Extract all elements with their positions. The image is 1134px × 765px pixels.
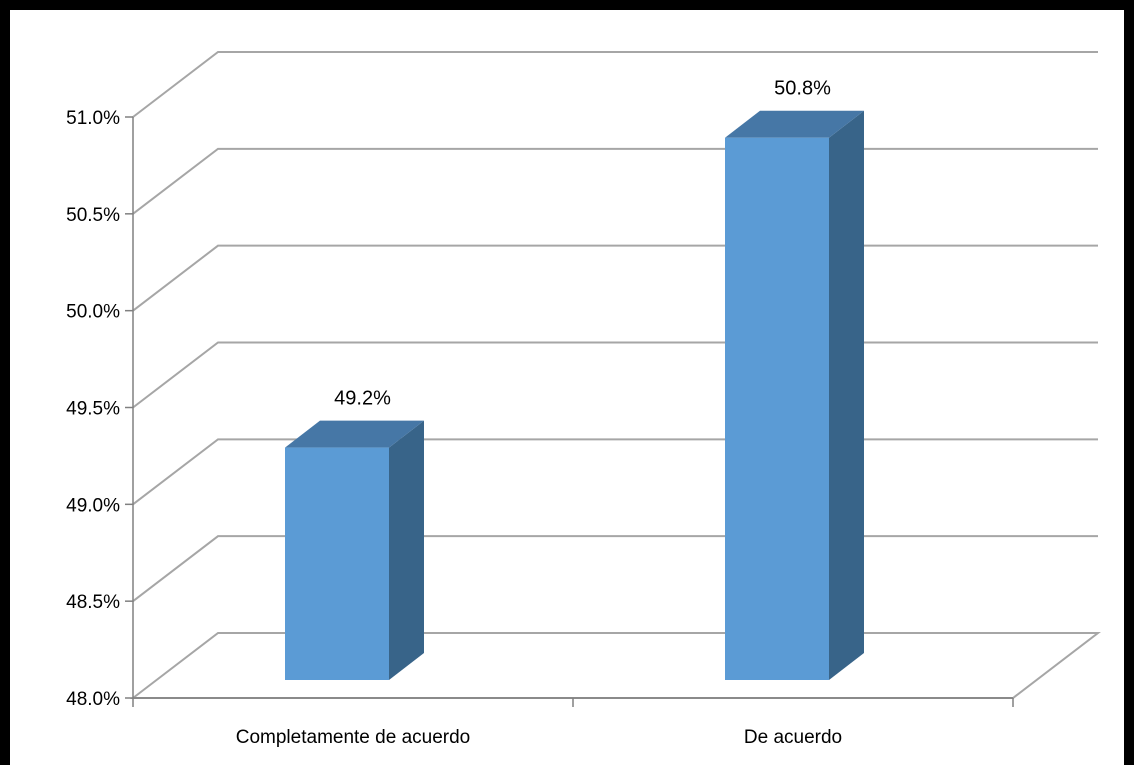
bar-front xyxy=(725,137,829,680)
y-tick-label: 49.5% xyxy=(66,399,120,420)
y-tick-label: 48.5% xyxy=(66,592,120,613)
gridline xyxy=(132,147,1098,215)
y-tick-label: 51.0% xyxy=(66,108,120,129)
data-label: 49.2% xyxy=(334,388,391,410)
gridline xyxy=(132,51,1098,118)
gridline xyxy=(132,244,1098,312)
bar-side xyxy=(829,110,864,680)
bar-front xyxy=(285,447,389,680)
gridlines xyxy=(130,51,1101,699)
y-tick-label: 50.5% xyxy=(66,205,120,226)
bar xyxy=(725,110,864,680)
y-tick-label: 50.0% xyxy=(66,302,120,323)
y-tick-label: 48.0% xyxy=(66,689,120,710)
bars xyxy=(285,110,864,680)
y-tick-label: 49.0% xyxy=(66,495,120,516)
chart-floor xyxy=(130,632,1101,699)
bar xyxy=(285,420,424,680)
bar-top xyxy=(725,110,864,138)
data-label: 50.8% xyxy=(774,78,831,100)
axes xyxy=(125,116,1014,707)
bar-top xyxy=(285,420,424,448)
bar-side xyxy=(389,420,424,680)
labels: 48.0% 48.5% 49.0% 49.5% 50.0% 50.5% 51.0% 49.2%… xyxy=(66,78,842,748)
gridline xyxy=(132,341,1098,409)
x-tick-label: Completamente de acuerdo xyxy=(236,727,470,748)
gridline xyxy=(132,535,1098,602)
x-tick-label: De acuerdo xyxy=(744,727,842,748)
gridline xyxy=(132,438,1098,506)
